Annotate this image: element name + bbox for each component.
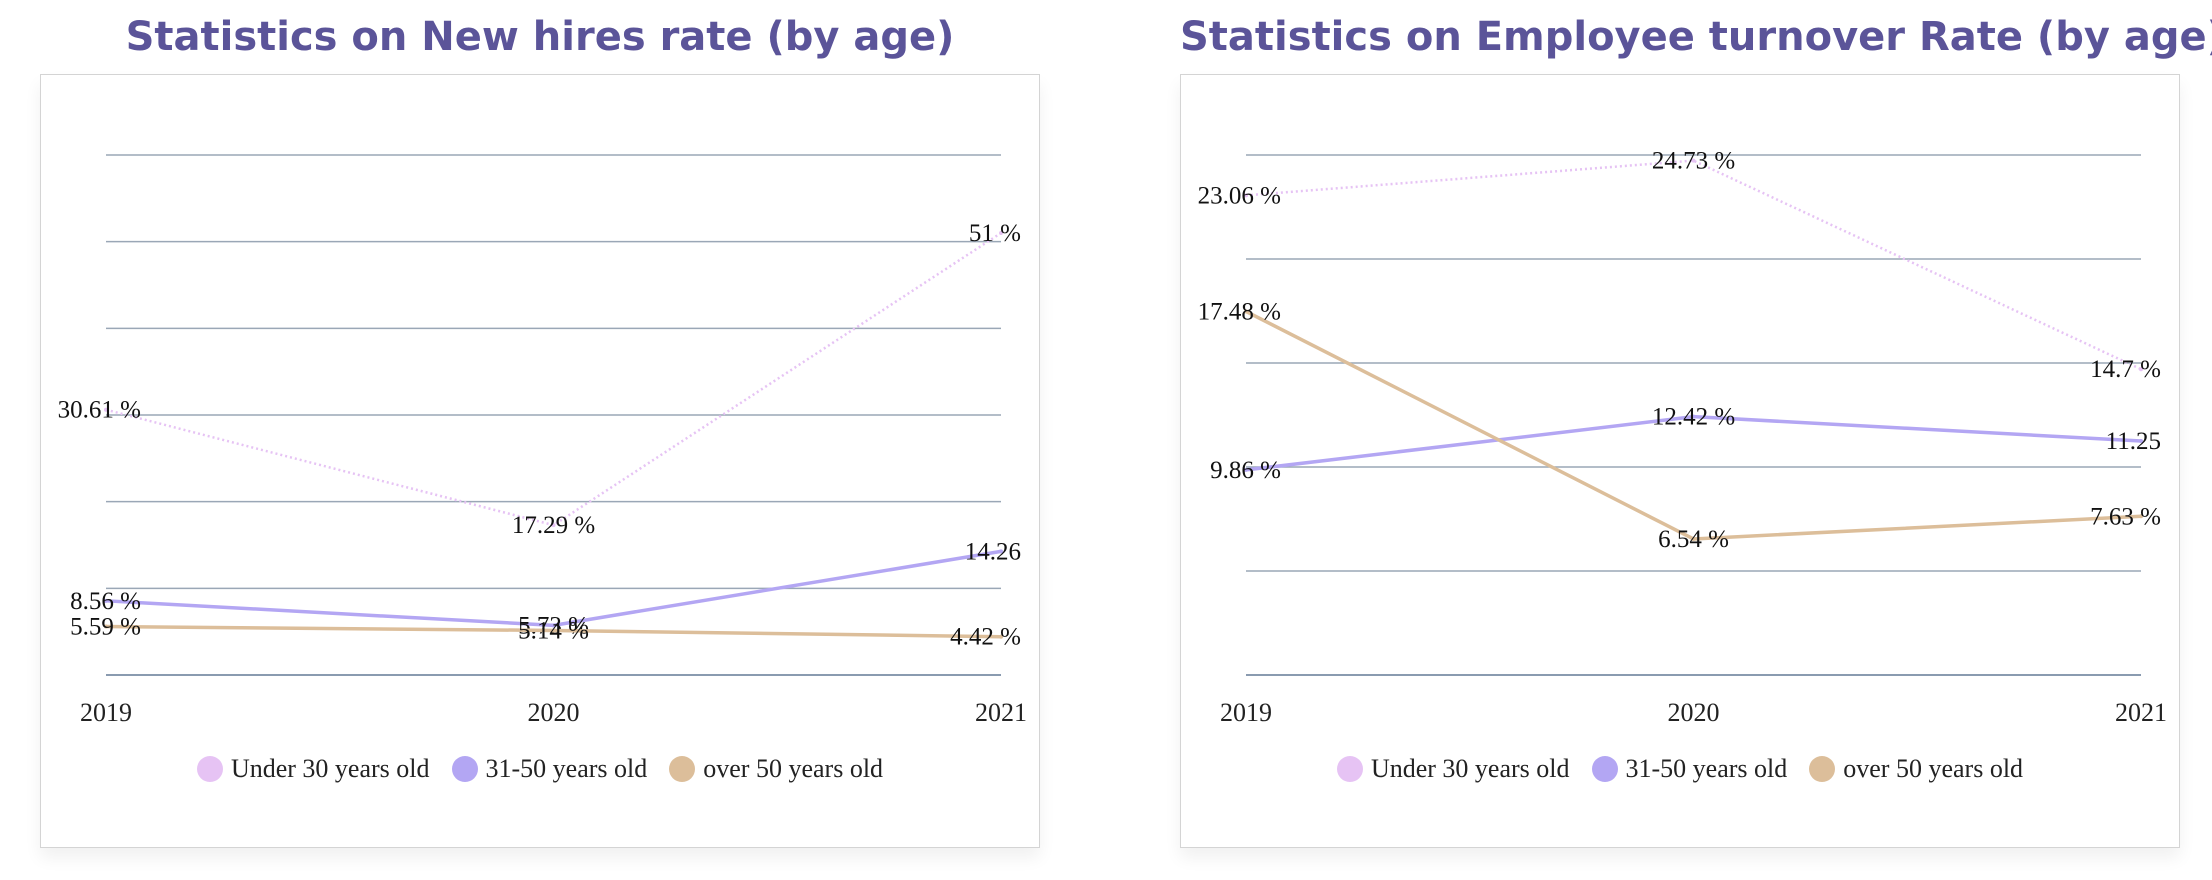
data-label: 23.06 % [1198, 182, 1281, 209]
data-point [104, 407, 108, 412]
chart-frame: 2019 2020 2021 30.61 % 17.29 % 51 % 8.56 % 5.73… [40, 74, 1040, 848]
series-line-under-30-years-old [105, 231, 1002, 527]
legend-swatch [1809, 756, 1836, 782]
x-tick-label: 2021 [975, 698, 1027, 727]
legend-swatch [1336, 756, 1363, 782]
data-point [104, 624, 108, 629]
legend-label: over 50 years old [1843, 754, 2024, 783]
x-tick-label: 2021 [2115, 698, 2167, 727]
new-hires-plot: 2019 2020 2021 30.61 % 17.29 % 51 % 8.56 % 5.73… [58, 154, 1027, 727]
x-tick-label: 2019 [80, 698, 132, 727]
data-point [1244, 193, 1248, 198]
legend-label: Under 30 years old [1370, 754, 1570, 783]
legend-swatch [196, 756, 223, 782]
legend-item[interactable]: Under 30 years old [196, 754, 430, 784]
data-point [1691, 158, 1696, 163]
data-label: 12.42 % [1652, 404, 1735, 431]
chart-title: Statistics on New hires rate (by age) [125, 14, 955, 60]
data-label: 24.73 % [1652, 148, 1735, 175]
data-label: 5.59 % [70, 614, 141, 641]
data-point [551, 523, 556, 528]
data-point [551, 628, 556, 633]
legend-swatch [451, 756, 478, 782]
data-label: 5.73 % [518, 612, 589, 639]
data-point [2139, 514, 2143, 519]
data-label: 7.63 % [2090, 503, 2161, 530]
turnover-chart-panel: Statistics on Employee turnover Rate (by… [1180, 0, 2212, 880]
x-tick-label: 2020 [528, 698, 580, 727]
legend-item[interactable]: 31-50 years old [451, 754, 648, 784]
legend-swatch [1591, 756, 1618, 782]
series-line-under-30-years-old [1245, 159, 2142, 371]
data-point [2139, 439, 2143, 443]
data-label: 17.48 % [1198, 298, 1281, 325]
turnover-plot: 2019 2020 2021 23.06 % 24.73 % 14.7 % 9.86 % 12… [1198, 148, 2167, 727]
data-label: 17.29 % [512, 512, 595, 539]
data-point [104, 598, 108, 603]
data-point [999, 634, 1003, 639]
data-label: 30.61 % [58, 397, 141, 424]
legend-label: 31-50 years old [485, 754, 648, 783]
x-tick-label: 2020 [1668, 698, 1720, 727]
chart-legend: Under 30 years old 31-50 years old over 50… [41, 749, 1039, 789]
data-point [551, 623, 556, 628]
legend-label: 31-50 years old [1625, 754, 1788, 783]
chart-frame: 2019 2020 2021 23.06 % 24.73 % 14.7 % 9.86 % 12… [1180, 74, 2180, 848]
data-point [999, 549, 1003, 554]
data-point [1691, 536, 1696, 541]
new-hires-chart-panel: Statistics on New hires rate (by age) 20… [40, 0, 1040, 880]
data-label: 11.25 [2106, 428, 2161, 455]
data-label: 9.86 % [1210, 457, 1281, 484]
chart-legend: Under 30 years old 31-50 years old over 50… [1181, 749, 2179, 789]
legend-label: over 50 years old [703, 754, 884, 783]
data-label: 5.14 % [518, 617, 589, 644]
legend-label: Under 30 years old [230, 754, 430, 783]
legend-item[interactable]: 31-50 years old [1591, 754, 1788, 784]
data-point [1244, 309, 1248, 314]
data-label: 8.56 % [70, 588, 141, 615]
legend-item[interactable]: over 50 years old [669, 754, 883, 784]
data-label: 14.7 % [2090, 356, 2161, 383]
data-label: 51 % [969, 220, 1021, 247]
data-label: 4.42 % [950, 624, 1021, 651]
legend-item[interactable]: Under 30 years old [1336, 754, 1570, 784]
data-label: 14.26 [965, 538, 1021, 565]
legend-swatch [669, 756, 696, 782]
x-tick-label: 2019 [1220, 698, 1272, 727]
data-point [2139, 367, 2143, 372]
data-label: 6.54 % [1658, 526, 1729, 553]
data-point [1691, 414, 1696, 419]
data-point [999, 231, 1003, 235]
legend-item[interactable]: over 50 years old [1809, 754, 2023, 784]
data-point [1244, 467, 1248, 472]
chart-title: Statistics on Employee turnover Rate (by… [1180, 14, 2212, 60]
